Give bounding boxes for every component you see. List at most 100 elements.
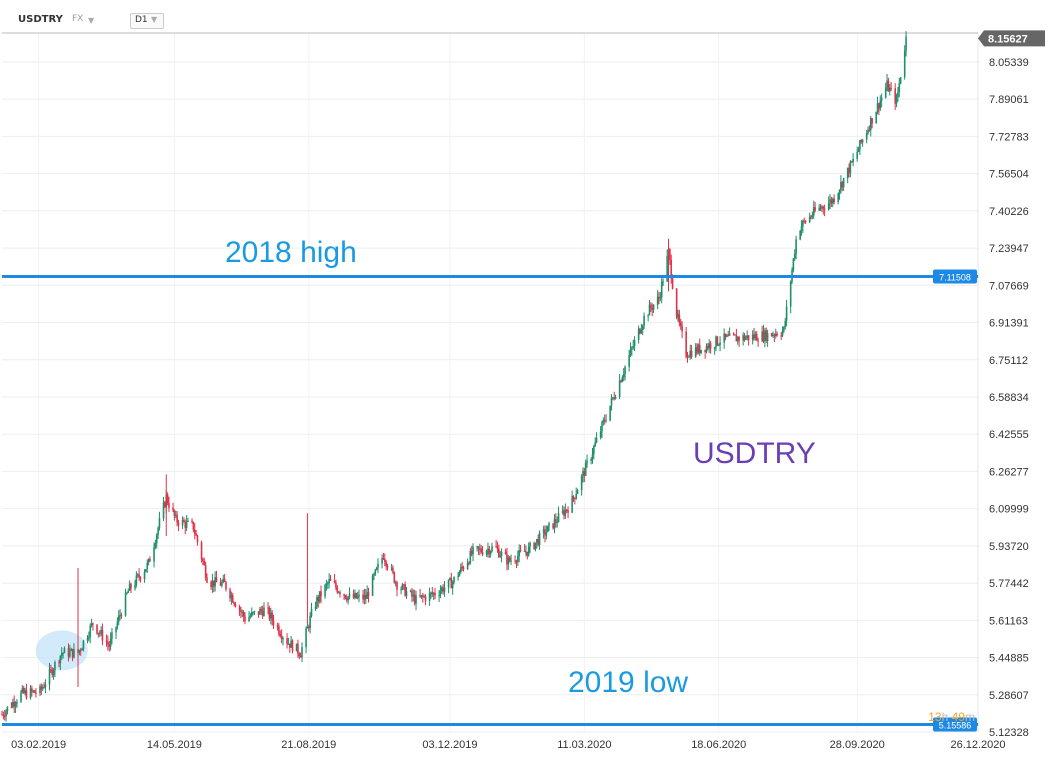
candle-up xyxy=(263,607,265,617)
candle-down xyxy=(698,344,701,353)
candle-down xyxy=(804,220,807,223)
candle-up xyxy=(401,584,404,590)
candle-up xyxy=(849,161,852,174)
candle-up xyxy=(677,314,679,318)
candle-up xyxy=(400,589,402,591)
candle-down xyxy=(362,594,364,600)
candle-up xyxy=(614,396,617,399)
candle-up xyxy=(485,550,488,555)
candle-up xyxy=(324,585,326,597)
candle-down xyxy=(639,328,641,334)
candle-up xyxy=(373,574,375,576)
candle-down xyxy=(563,510,565,516)
candle-up xyxy=(783,326,785,331)
candle-up xyxy=(708,343,711,349)
candle-down xyxy=(583,471,586,476)
candle-down xyxy=(651,308,654,310)
candle-up xyxy=(594,442,597,447)
candle-up xyxy=(689,350,692,357)
candle-up xyxy=(643,315,645,326)
candle-up xyxy=(241,611,244,613)
candle-up xyxy=(366,592,368,600)
candle-up xyxy=(812,207,815,216)
candle-down xyxy=(130,583,132,589)
candle-down xyxy=(206,577,208,583)
candle-down xyxy=(345,598,348,601)
candle-up xyxy=(430,592,432,594)
candle-up xyxy=(697,344,700,353)
candle-down xyxy=(2,714,5,716)
candle-up xyxy=(867,129,869,134)
annotation-2019-low: 2019 low xyxy=(568,666,688,699)
candle-up xyxy=(214,577,216,587)
candle-up xyxy=(78,650,81,653)
candle-up xyxy=(250,612,253,617)
candle-down xyxy=(67,648,70,657)
candle-down xyxy=(215,577,218,583)
candle-down xyxy=(442,587,444,592)
candle-up xyxy=(371,575,374,596)
candle-down xyxy=(203,561,206,566)
candle-up xyxy=(517,556,519,563)
candle-up xyxy=(593,446,595,455)
candle-up xyxy=(439,590,442,596)
candle-down xyxy=(770,333,773,337)
candle-down xyxy=(138,574,140,578)
candle-down xyxy=(810,216,812,218)
candle-down xyxy=(260,609,263,612)
candle-up xyxy=(534,542,537,549)
candle-up xyxy=(548,523,550,526)
candle-down xyxy=(184,521,187,528)
candle-up xyxy=(157,527,159,535)
candle-up xyxy=(576,490,579,494)
candle-up xyxy=(146,562,149,570)
candle-up xyxy=(230,595,233,599)
candle-up xyxy=(785,306,788,321)
symbol-label[interactable]: USDTRY xyxy=(18,14,63,25)
candle-down xyxy=(434,592,436,596)
countdown-minutes: 49 xyxy=(951,710,965,724)
candle-down xyxy=(814,207,816,211)
candle-down xyxy=(1,714,3,716)
candle-down xyxy=(238,606,241,611)
chevron-down-icon[interactable]: ▼ xyxy=(88,16,95,25)
candle-down xyxy=(690,350,693,357)
candle-up xyxy=(211,580,214,587)
candle-down xyxy=(40,686,43,690)
candle-up xyxy=(536,538,538,543)
y-tick-label: 5.44885 xyxy=(989,653,1029,665)
candle-up xyxy=(14,704,17,707)
candle-down xyxy=(470,550,473,555)
y-tick-label: 5.12328 xyxy=(989,727,1029,739)
countdown-hours-unit: h xyxy=(941,710,949,724)
candle-down xyxy=(765,330,768,341)
candle-down xyxy=(613,397,616,399)
candle-up xyxy=(253,611,256,613)
candle-up xyxy=(529,543,531,547)
x-axis: 03.02.2019 14.05.2019 21.08.2019 03.12.2019… xyxy=(11,739,1005,751)
candle-up xyxy=(879,100,882,109)
candle-down xyxy=(477,546,480,549)
candle-up xyxy=(348,593,351,597)
candle-up xyxy=(622,373,625,378)
y-tick-label: 5.28607 xyxy=(989,690,1029,702)
y-axis: 8.05339 7.89061 7.72783 7.56504 7.40226 7.239… xyxy=(978,30,1045,739)
candle-up xyxy=(808,216,811,223)
candle-up xyxy=(447,579,450,588)
candle-up xyxy=(16,701,18,705)
candle-down xyxy=(431,592,434,595)
candle-down xyxy=(669,249,671,261)
candle-up xyxy=(89,625,92,637)
candle-down xyxy=(776,333,778,336)
candle-down xyxy=(202,559,204,562)
candle-down xyxy=(25,690,28,699)
timeframe-select[interactable]: D1 ▼ xyxy=(130,13,164,29)
candle-down xyxy=(567,510,569,513)
candle-up xyxy=(640,329,643,334)
candle-up xyxy=(458,572,461,577)
candle-up xyxy=(441,587,443,591)
candle-up xyxy=(527,546,530,556)
candle-down xyxy=(10,706,13,708)
candle-up xyxy=(381,558,383,564)
